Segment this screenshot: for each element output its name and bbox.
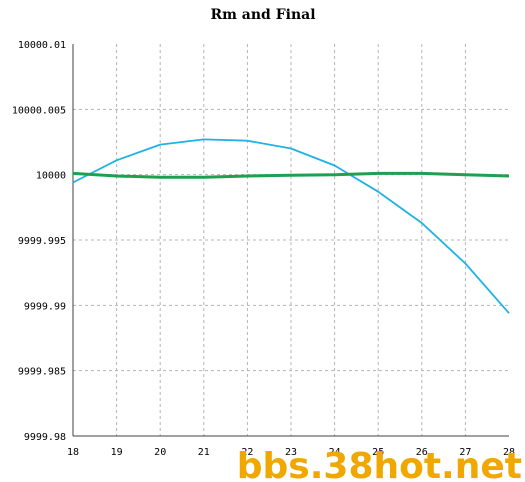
x-tick-label: 27 [459, 447, 471, 458]
series-lines [72, 138, 510, 314]
x-tick-label: 20 [154, 447, 166, 458]
y-tick-label: 9999.99 [24, 301, 66, 312]
series-line-2 [72, 171, 510, 179]
y-tick-labels: 10000.01 10000.005 10000 9999.995 9999.99 999… [12, 40, 66, 443]
x-tick-label: 25 [372, 447, 384, 458]
x-tick-label: 23 [285, 447, 297, 458]
y-tick-label: 10000.005 [12, 105, 66, 116]
x-tick-label: 24 [329, 447, 341, 458]
x-tick-label: 21 [198, 447, 210, 458]
y-tick-label: 9999.995 [18, 236, 66, 247]
x-tick-label: 26 [416, 447, 428, 458]
x-tick-label: 19 [111, 447, 123, 458]
y-tick-label: 9999.985 [18, 367, 66, 378]
axes [72, 44, 509, 437]
watermark: bbs.38hot.net [237, 446, 522, 482]
grid-lines [73, 44, 509, 436]
x-tick-labels: 18 19 20 21 22 23 24 25 26 27 28 [67, 447, 515, 458]
y-tick-label: 10000 [36, 171, 66, 182]
x-tick-label: 22 [241, 447, 253, 458]
y-tick-label: 9999.98 [24, 432, 66, 443]
y-tick-label: 10000.01 [18, 40, 66, 51]
x-tick-label: 28 [503, 447, 515, 458]
chart-title: Rm and Final [210, 7, 315, 23]
series-line-1 [72, 138, 510, 314]
x-tick-label: 18 [67, 447, 79, 458]
